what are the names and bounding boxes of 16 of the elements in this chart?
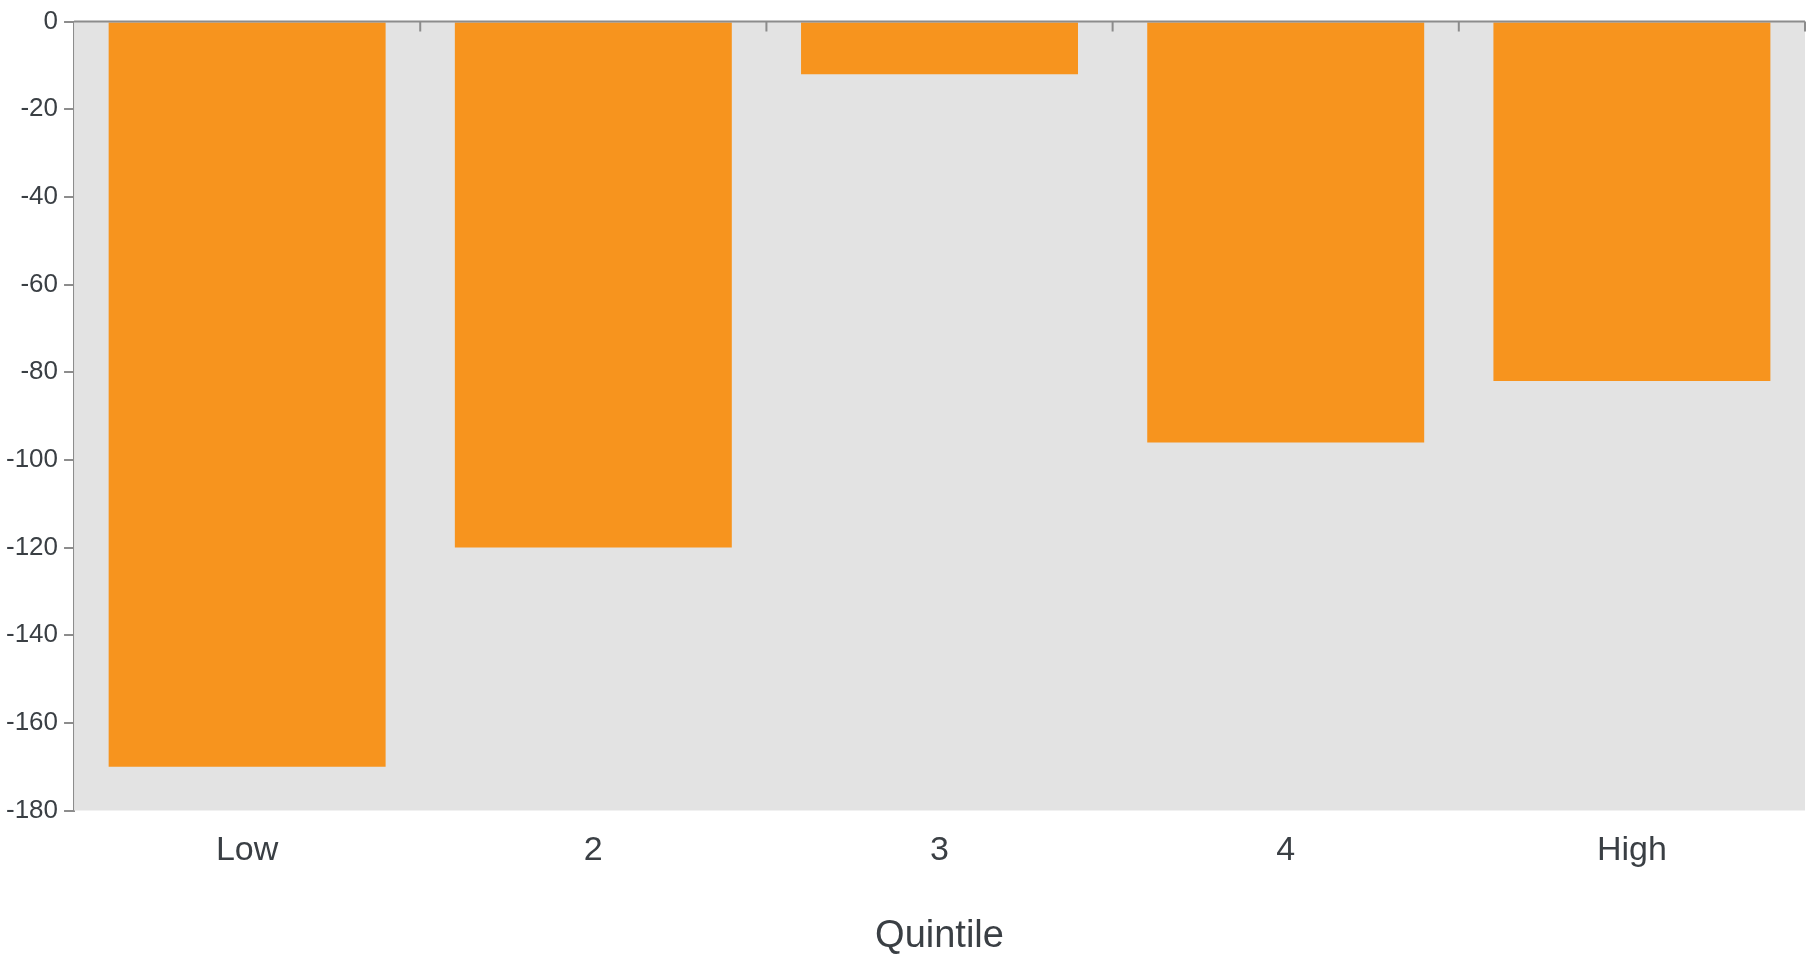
- y-tick-label: -40: [20, 180, 59, 211]
- y-tick-label: -80: [20, 355, 59, 386]
- x-tick-label: 3: [930, 829, 949, 868]
- y-tick-label: -20: [20, 92, 59, 123]
- y-tick-label: -100: [5, 443, 59, 474]
- y-tick-label: -160: [5, 706, 59, 737]
- y-tick-label: -120: [5, 530, 59, 561]
- y-tick-label: -60: [20, 267, 59, 298]
- y-tick-label: -180: [5, 793, 59, 824]
- x-tick-label: Low: [215, 829, 279, 868]
- x-tick-label: High: [1596, 829, 1667, 868]
- x-tick-label: 2: [583, 829, 603, 868]
- x-axis-title: Quintile: [875, 912, 1004, 955]
- x-tick-label: 4: [1276, 829, 1296, 868]
- y-tick-label: -140: [5, 618, 59, 649]
- y-tick-label: 0: [43, 4, 59, 35]
